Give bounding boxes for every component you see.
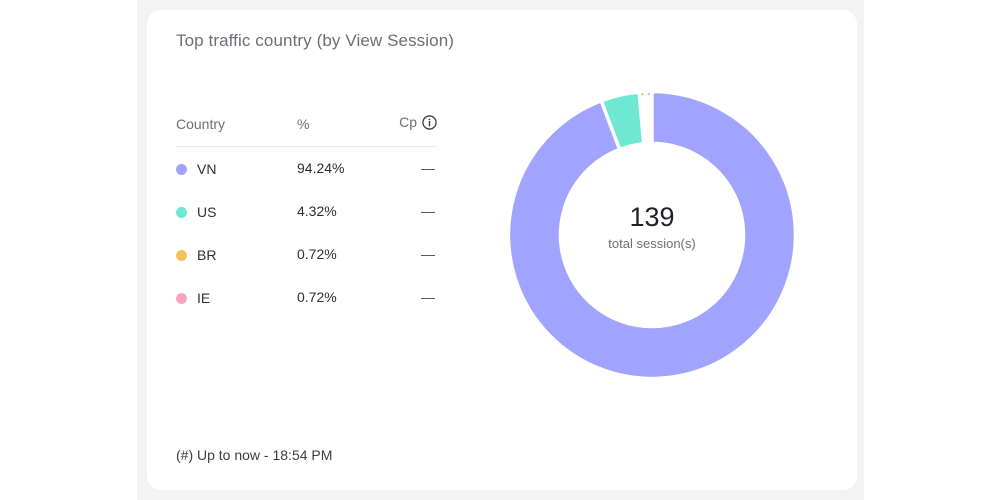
country-cp: — <box>421 289 435 305</box>
traffic-country-card: Top traffic country (by View Session) Co… <box>147 10 857 490</box>
column-header-country: Country <box>176 116 226 132</box>
legend-dot <box>176 293 187 304</box>
donut-chart <box>510 93 794 377</box>
donut-slice-us[interactable] <box>603 94 642 147</box>
legend-dot <box>176 207 187 218</box>
donut-slice-vn[interactable] <box>510 93 794 377</box>
country-code: BR <box>197 247 217 263</box>
country-table: Country % Cp VN 94.24% — US <box>176 114 437 319</box>
country-code: IE <box>197 290 211 306</box>
table-row: BR 0.72% — <box>176 233 437 276</box>
country-cp: — <box>421 203 435 219</box>
table-row: VN 94.24% — <box>176 147 437 190</box>
column-header-percent: % <box>297 116 310 132</box>
total-sessions-label: total session(s) <box>608 236 696 251</box>
country-percent: 0.72% <box>297 289 337 305</box>
legend-dot <box>176 250 187 261</box>
country-code: VN <box>197 161 217 177</box>
country-cp: — <box>421 246 435 262</box>
column-header-cp-label: Cp <box>399 114 417 130</box>
card-title: Top traffic country (by View Session) <box>176 31 455 50</box>
updated-timestamp: (#) Up to now - 18:54 PM <box>176 447 333 463</box>
legend-dot <box>176 164 187 175</box>
country-percent: 94.24% <box>297 160 345 176</box>
country-cp: — <box>421 160 435 176</box>
total-sessions-value: 139 <box>629 202 675 232</box>
country-percent: 4.32% <box>297 203 337 219</box>
table-row: US 4.32% — <box>176 190 437 233</box>
column-header-cp: Cp <box>399 114 437 130</box>
country-percent: 0.72% <box>297 246 337 262</box>
info-icon[interactable] <box>422 114 437 130</box>
table-header: Country % Cp <box>176 114 437 147</box>
country-code: US <box>197 204 217 220</box>
table-row: IE 0.72% — <box>176 276 437 319</box>
